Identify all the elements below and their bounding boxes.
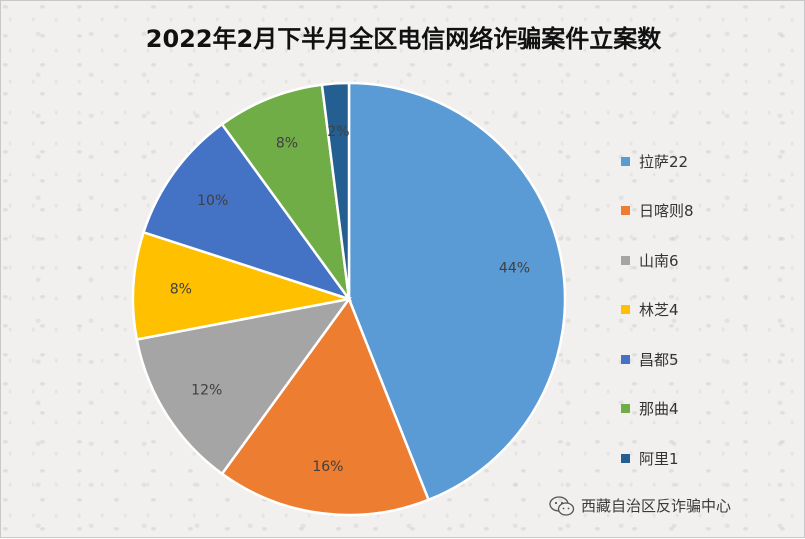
legend-item: 日喀则8: [621, 199, 694, 223]
legend-swatch: [621, 305, 630, 314]
pie-labels: 44% 16% 12% 8% 10% 8% 2%: [170, 124, 530, 475]
legend-item: 林芝4: [621, 298, 694, 322]
pie-slices: [131, 81, 567, 517]
watermark: 西藏自治区反诈骗中心: [549, 495, 731, 516]
pie-slice-percent-label: 44%: [499, 260, 530, 276]
pie-slice-percent-label: 8%: [170, 281, 192, 297]
pie-slice: [135, 297, 352, 476]
pie-slice-percent-label: 10%: [197, 193, 228, 209]
pie-slice: [220, 296, 431, 517]
legend-label: 山南6: [639, 251, 679, 270]
chart-title: 2022年2月下半月全区电信网络诈骗案件立案数: [145, 25, 662, 53]
legend-swatch: [621, 156, 630, 166]
legend-swatch: [621, 255, 630, 265]
pie-slice: [220, 83, 351, 300]
legend-label: 日喀则8: [639, 202, 694, 220]
legend-swatch: [621, 206, 630, 215]
pie-slice: [347, 81, 567, 502]
legend-label: 昌都5: [639, 350, 679, 369]
legend-label: 拉萨22: [639, 152, 689, 171]
legend-label: 那曲4: [639, 400, 679, 418]
legend-swatch: [621, 404, 630, 413]
pie-slice-percent-label: 16%: [312, 459, 343, 475]
pie-slice: [131, 230, 350, 341]
wechat-icon: [549, 495, 575, 516]
pie-slice: [141, 122, 353, 302]
legend-swatch: [621, 453, 630, 463]
legend-label: 阿里1: [639, 449, 679, 468]
legend-item: 拉萨22: [621, 149, 694, 173]
legend-item: 山南6: [621, 248, 694, 272]
pie-slice-percent-label: 8%: [276, 135, 298, 151]
pie-slice-percent-label: 2%: [327, 124, 349, 140]
legend-item: 昌都5: [621, 347, 694, 371]
pie-slice-percent-label: 12%: [191, 382, 222, 398]
legend-item: 阿里1: [621, 446, 694, 470]
pie-slice: [320, 81, 351, 300]
legend-item: 那曲4: [621, 397, 694, 421]
watermark-text: 西藏自治区反诈骗中心: [581, 497, 732, 515]
legend-label: 林芝4: [639, 301, 679, 319]
legend-swatch: [621, 354, 630, 364]
chart-legend: 拉萨22 日喀则8 山南6 林芝4 昌都5 那曲4 阿里1: [621, 149, 694, 496]
